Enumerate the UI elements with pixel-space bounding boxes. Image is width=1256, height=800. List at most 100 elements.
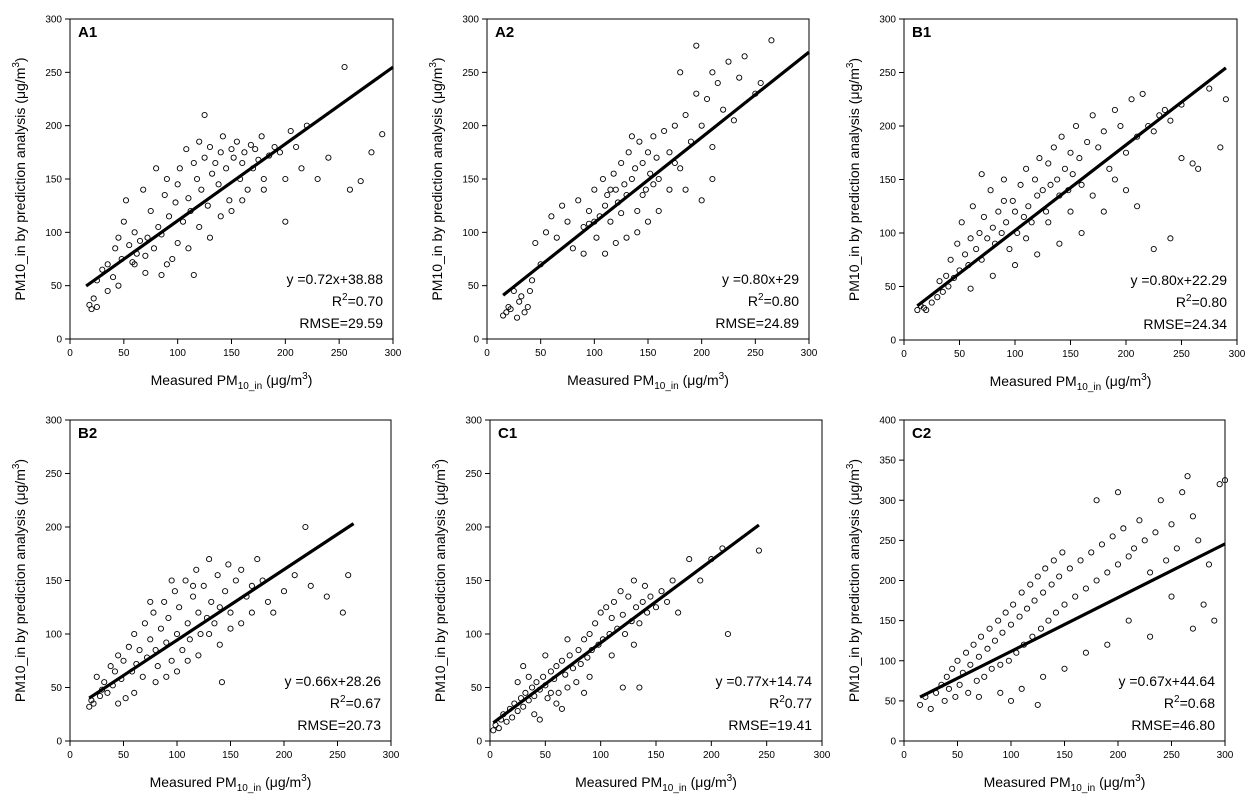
y-tick-label: 300 (45, 15, 62, 26)
data-point (1128, 96, 1135, 103)
x-tick-label: 150 (222, 750, 239, 761)
data-point (524, 303, 531, 311)
x-tick-label: 50 (954, 349, 966, 360)
regression-equation: y =0.72x+38.88 (286, 271, 383, 287)
data-point (172, 199, 179, 206)
data-point (211, 620, 218, 627)
data-point (225, 561, 232, 568)
data-point (217, 149, 224, 156)
data-point (628, 175, 635, 183)
data-point (559, 202, 566, 209)
data-point (997, 689, 1004, 696)
data-point (1034, 251, 1041, 258)
y-tick-label: 200 (879, 576, 896, 587)
data-point (566, 652, 573, 659)
data-point (584, 654, 591, 661)
data-point (1111, 176, 1118, 183)
y-tick-label: 200 (45, 523, 62, 534)
data-point (282, 175, 289, 183)
data-point (1217, 144, 1224, 151)
data-point (514, 679, 521, 686)
data-point (936, 278, 943, 285)
data-point (169, 255, 176, 263)
data-point (120, 657, 127, 664)
data-point (949, 665, 956, 672)
data-point (1061, 665, 1068, 672)
data-point (1221, 477, 1229, 484)
y-tick-label: 150 (45, 576, 62, 587)
data-point (198, 186, 205, 193)
data-point (682, 111, 689, 119)
x-tick-label: 0 (67, 750, 73, 761)
data-point (1082, 585, 1089, 592)
data-point (232, 577, 239, 584)
data-point (341, 63, 348, 71)
data-point (184, 620, 191, 627)
data-point (176, 604, 183, 611)
data-point (580, 250, 587, 257)
panel-label: C1 (498, 425, 517, 442)
data-point (1200, 601, 1207, 608)
data-point (260, 175, 267, 183)
data-point (1069, 171, 1076, 178)
data-point (345, 572, 352, 579)
data-point (532, 239, 539, 247)
data-point (540, 673, 547, 680)
x-axis-label: Measured PM10_in (μg/m3) (567, 371, 729, 392)
data-point (1098, 541, 1105, 548)
data-point (1076, 155, 1083, 162)
plot-frame (69, 18, 394, 340)
data-point (1061, 165, 1068, 172)
data-point (947, 256, 954, 263)
data-point (101, 679, 108, 686)
data-point (1058, 133, 1065, 140)
x-tick-label: 150 (648, 750, 665, 761)
y-axis-label: PM10_in by prediction analysis (μg/m3) (11, 459, 28, 702)
y-tick-label: 250 (462, 68, 479, 79)
y-tick-label: 250 (879, 68, 896, 79)
data-point (197, 630, 204, 638)
data-point (99, 266, 106, 273)
data-point (226, 197, 233, 204)
data-point (564, 684, 571, 691)
data-point (1114, 489, 1122, 496)
data-point (190, 271, 197, 279)
data-point (650, 181, 657, 188)
data-point (233, 138, 240, 145)
data-point (965, 689, 972, 696)
data-point (1089, 112, 1096, 119)
data-point (1031, 597, 1038, 604)
data-point (703, 95, 711, 103)
x-tick-label: 300 (801, 348, 818, 359)
data-point (610, 598, 617, 605)
data-point (115, 652, 122, 659)
data-point (1040, 589, 1047, 596)
data-point (1034, 701, 1041, 708)
rmse-label: RMSE=46.80 (1131, 717, 1215, 733)
data-point (1179, 489, 1186, 496)
data-point (1114, 561, 1122, 568)
x-tick-label: 50 (118, 750, 130, 761)
data-point (1152, 529, 1159, 536)
data-point (140, 186, 147, 193)
data-point (984, 235, 991, 242)
data-point (988, 665, 995, 672)
data-point (1073, 122, 1080, 130)
data-point (1131, 545, 1138, 552)
data-point (104, 689, 111, 696)
regression-equation: y =0.77x+14.74 (715, 673, 812, 689)
data-point (1000, 176, 1007, 183)
data-point (954, 240, 961, 247)
x-tick-label: 50 (952, 750, 964, 761)
data-point (939, 288, 946, 295)
data-point (248, 582, 255, 589)
data-point (179, 647, 186, 654)
data-point (577, 660, 584, 668)
x-tick-label: 150 (1056, 750, 1073, 761)
plot-frame (903, 419, 1226, 742)
data-point (155, 223, 162, 231)
data-point (639, 159, 646, 167)
data-point (697, 577, 704, 584)
data-point (927, 705, 934, 712)
